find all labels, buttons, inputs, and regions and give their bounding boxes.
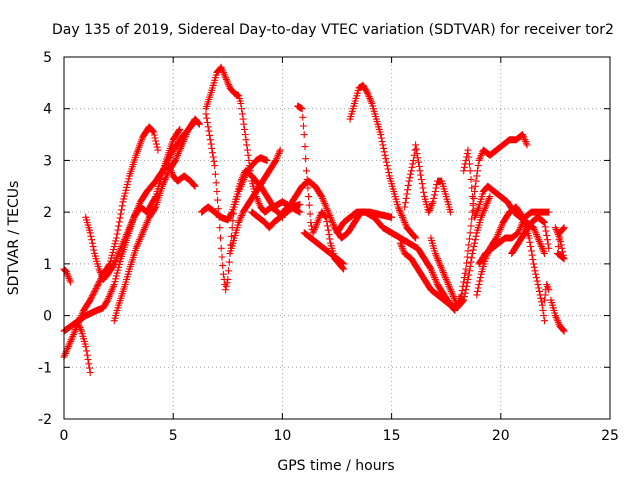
x-axis-label: GPS time / hours [277, 458, 394, 474]
series-arc-s [396, 193, 494, 312]
series-arc-aa [547, 296, 568, 335]
tick-labels: 0 5 10 15 20 25 -2 -1 0 1 2 3 4 5 [38, 50, 619, 444]
y-axis-label: SDTVAR / TECUs [6, 181, 22, 296]
data-point-markers [460, 146, 548, 257]
data-point-markers [333, 208, 459, 314]
data-point-markers [300, 229, 348, 268]
y-tick-label: 0 [43, 309, 52, 325]
data-point-markers [396, 193, 494, 312]
series-arc-t [427, 131, 531, 309]
data-point-markers [82, 125, 184, 283]
data-point-markers [346, 81, 420, 242]
series-arc-x [508, 213, 553, 257]
series-arc-e [73, 317, 94, 376]
data-point-markers [401, 141, 455, 216]
y-tick-label: 3 [43, 153, 52, 169]
data-point-markers [73, 317, 94, 376]
series-arc-o [300, 229, 348, 268]
plot-frame [63, 56, 611, 420]
series-arc-d [82, 125, 184, 283]
series-arc-k [226, 146, 284, 257]
x-tick-label: 20 [492, 428, 510, 444]
x-tick-label: 0 [60, 428, 69, 444]
data-point-markers [165, 162, 199, 190]
series-arc-w [475, 208, 553, 268]
y-tick-label: 5 [43, 50, 52, 66]
data-point-markers [541, 281, 553, 304]
series-arc-z [551, 224, 568, 263]
x-tick-label: 5 [169, 428, 178, 444]
data-point-markers [551, 224, 568, 263]
data-point-markers [202, 63, 286, 221]
series-arc-g [165, 162, 199, 190]
series-arc-y [541, 281, 553, 304]
series-arc-q [333, 208, 459, 314]
data-point-markers [508, 213, 553, 257]
series-arc-u [460, 146, 548, 257]
series-arc-a [60, 265, 75, 286]
x-tick-label: 15 [383, 428, 401, 444]
y-tick-label: 2 [43, 205, 52, 221]
chart-title: Day 135 of 2019, Sidereal Day-to-day VTE… [52, 22, 614, 38]
series-arc-p [346, 81, 420, 242]
x-tick-label: 10 [273, 428, 291, 444]
y-tick-label: -2 [38, 412, 52, 428]
data-point-markers [547, 296, 568, 335]
series-arc-h [202, 63, 286, 221]
data-point-markers [226, 146, 284, 257]
y-tick-label: 4 [43, 102, 52, 118]
y-tick-label: -1 [38, 360, 52, 376]
data-point-markers [427, 131, 531, 309]
y-tick-label: 1 [43, 257, 52, 273]
data-point-markers [475, 208, 553, 268]
x-tick-label: 25 [601, 428, 619, 444]
data-point-markers [60, 265, 75, 286]
series-arc-r [401, 141, 455, 216]
data-points [60, 63, 568, 376]
